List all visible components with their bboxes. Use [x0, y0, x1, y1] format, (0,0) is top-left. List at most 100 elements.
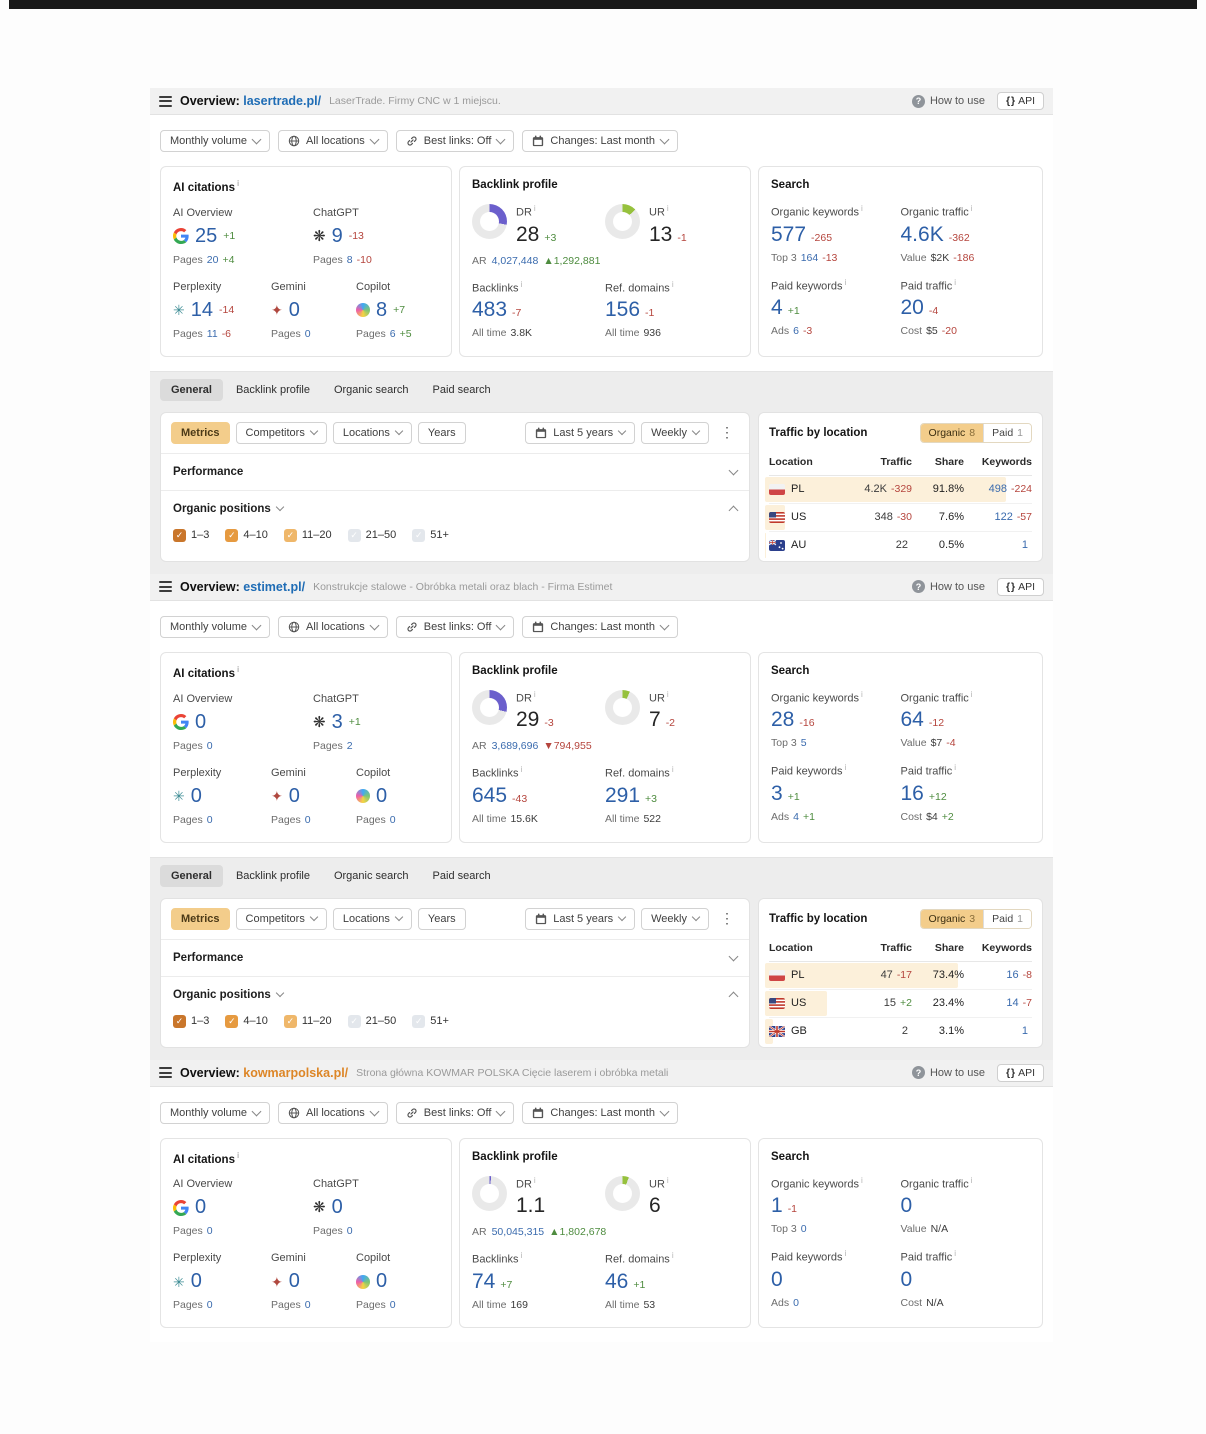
- position-filter-4-10[interactable]: ✓ 4–10: [225, 528, 268, 542]
- organic-toggle[interactable]: Organic 3: [920, 909, 984, 928]
- chevron-down-icon[interactable]: [728, 951, 739, 962]
- how-to-use-link[interactable]: ? How to use: [911, 94, 985, 108]
- api-button[interactable]: { } API: [996, 577, 1044, 596]
- years-chip[interactable]: Years: [417, 421, 466, 444]
- all-locations-filter[interactable]: All locations: [278, 130, 388, 152]
- gemini-icon: ✦: [271, 302, 283, 319]
- info-icon: i: [236, 664, 240, 674]
- table-row[interactable]: US 15 +2 23.4% 14 -7: [765, 990, 1032, 1018]
- years-chip[interactable]: Years: [417, 907, 466, 930]
- position-filter-4-10[interactable]: ✓ 4–10: [225, 1014, 268, 1028]
- competitors-chip[interactable]: Competitors: [235, 907, 327, 930]
- position-filter-1-3[interactable]: ✓ 1–3: [173, 528, 209, 542]
- kebab-menu-icon[interactable]: ⋮: [720, 424, 734, 441]
- chevron-down-icon: [275, 988, 285, 998]
- kebab-menu-icon[interactable]: ⋮: [720, 910, 734, 927]
- domain-link[interactable]: estimet.pl/: [243, 579, 306, 594]
- changes-filter[interactable]: Changes: Last month: [522, 130, 678, 152]
- locations-chip[interactable]: Locations: [332, 907, 412, 930]
- metrics-chip[interactable]: Metrics: [171, 907, 230, 930]
- hamburger-icon[interactable]: [159, 581, 172, 593]
- position-filter-11-20[interactable]: ✓ 11–20: [283, 1014, 332, 1028]
- position-filters: ✓ 1–3 ✓ 4–10 ✓ 11–20 ✓ 21–50 ✓ 51+: [161, 1013, 749, 1041]
- date-range-chip[interactable]: Last 5 years: [525, 421, 636, 444]
- hamburger-icon[interactable]: [159, 1067, 172, 1079]
- tab-backlink-profile[interactable]: Backlink profile: [235, 869, 310, 882]
- copilot-icon: [356, 303, 370, 318]
- all-locations-filter[interactable]: All locations: [278, 615, 388, 638]
- organic-positions-section-header[interactable]: Organic positions: [161, 489, 749, 527]
- curly-braces-icon: { }: [1005, 580, 1015, 593]
- table-row[interactable]: PL 4.2K -329 91.8% 498 -224: [765, 476, 1032, 504]
- api-button[interactable]: { } API: [996, 1063, 1044, 1082]
- position-filter-51plus[interactable]: ✓ 51+: [412, 1014, 449, 1028]
- country-code: US: [791, 997, 807, 1010]
- chevron-down-icon: [275, 503, 285, 512]
- best-links-filter[interactable]: Best links: Off: [395, 130, 515, 152]
- share-bar: [765, 532, 767, 558]
- organic-positions-section-header[interactable]: Organic positions: [161, 975, 749, 1013]
- checkbox-icon: ✓: [173, 1014, 186, 1028]
- organic-positions-label: Organic positions: [173, 988, 271, 1001]
- chevron-up-icon[interactable]: [728, 991, 739, 1002]
- curly-braces-icon: { }: [1005, 95, 1015, 107]
- position-filter-1-3[interactable]: ✓ 1–3: [173, 1014, 209, 1028]
- table-row[interactable]: AU 22 0.5% 1: [765, 532, 1032, 559]
- ai-overview-stat: AI Overview 25 +1 Pages 20 +4: [173, 206, 236, 266]
- best-links-filter[interactable]: Best links: Off: [395, 1101, 515, 1124]
- position-filter-11-20[interactable]: ✓ 11–20: [283, 528, 332, 542]
- tab-organic-search[interactable]: Organic search: [333, 383, 409, 396]
- paid-traffic-stat: Paid traffic i 0 Cost N/A: [900, 1249, 957, 1309]
- competitors-chip[interactable]: Competitors: [235, 421, 327, 444]
- chevron-up-icon[interactable]: [728, 505, 739, 516]
- best-links-filter[interactable]: Best links: Off: [395, 615, 515, 638]
- table-row[interactable]: PL 47 -17 73.4% 16 -8: [765, 962, 1032, 990]
- ur-stat: UR i 13 -1: [605, 204, 738, 247]
- date-range-chip[interactable]: Last 5 years: [525, 907, 636, 930]
- monthly-volume-filter[interactable]: Monthly volume: [160, 615, 271, 638]
- au-flag: [769, 539, 785, 551]
- card-title: AI citations i: [173, 179, 240, 194]
- tab-general[interactable]: General: [160, 864, 223, 887]
- domain-link[interactable]: kowmarpolska.pl/: [243, 1065, 349, 1080]
- performance-section-header[interactable]: Performance: [161, 938, 749, 976]
- metric-value: 25: [195, 224, 218, 247]
- api-button[interactable]: { } API: [996, 92, 1044, 110]
- how-to-use-link[interactable]: ? How to use: [911, 1066, 985, 1080]
- perplexity-stat: Perplexity ✳ 0 Pages 0: [173, 1252, 222, 1312]
- position-filter-21-50[interactable]: ✓ 21–50: [347, 528, 396, 542]
- pl-flag: [769, 483, 785, 495]
- question-circle-icon: ?: [911, 1066, 925, 1080]
- how-to-use-link[interactable]: ? How to use: [911, 580, 985, 594]
- tab-backlink-profile[interactable]: Backlink profile: [235, 383, 310, 396]
- tab-paid-search[interactable]: Paid search: [432, 869, 491, 882]
- changes-filter[interactable]: Changes: Last month: [522, 615, 678, 638]
- paid-toggle[interactable]: Paid 1: [983, 423, 1031, 442]
- locations-chip[interactable]: Locations: [332, 421, 412, 444]
- tab-general[interactable]: General: [160, 378, 223, 401]
- gemini-stat: Gemini ✦ 0 Pages 0: [271, 766, 311, 826]
- metrics-chip[interactable]: Metrics: [171, 421, 230, 444]
- ai-row-top: AI Overview 25 +1 Pages 20 +4 ChatGPT ❋ 9 -13…: [173, 207, 439, 266]
- paid-toggle[interactable]: Paid 1: [983, 909, 1031, 928]
- all-locations-filter[interactable]: All locations: [278, 1101, 388, 1124]
- tab-organic-search[interactable]: Organic search: [333, 869, 409, 882]
- table-row[interactable]: US 348 -30 7.6% 122 -57: [765, 504, 1032, 532]
- performance-section-header[interactable]: Performance: [161, 452, 749, 490]
- organic-toggle[interactable]: Organic 8: [920, 423, 984, 442]
- tab-paid-search[interactable]: Paid search: [432, 383, 491, 396]
- ai-citations-card: AI citations i AI Overview 0 Pages 0 ChatG…: [160, 1137, 452, 1329]
- hamburger-icon[interactable]: [159, 95, 172, 107]
- monthly-volume-filter[interactable]: Monthly volume: [160, 130, 271, 152]
- domain-link[interactable]: lasertrade.pl/: [243, 94, 322, 108]
- info-icon: i: [520, 279, 523, 289]
- chevron-down-icon[interactable]: [728, 465, 739, 476]
- changes-filter[interactable]: Changes: Last month: [522, 1101, 678, 1124]
- position-filter-51plus[interactable]: ✓ 51+: [412, 528, 449, 542]
- monthly-volume-filter[interactable]: Monthly volume: [160, 1101, 271, 1124]
- position-filter-21-50[interactable]: ✓ 21–50: [347, 1014, 396, 1028]
- granularity-chip[interactable]: Weekly: [641, 421, 709, 444]
- table-row[interactable]: GB 2 3.1% 1: [765, 1018, 1032, 1045]
- granularity-chip[interactable]: Weekly: [641, 907, 709, 930]
- paid-keywords-stat: Paid keywords i 3 +1 Ads 4 +1: [771, 763, 847, 824]
